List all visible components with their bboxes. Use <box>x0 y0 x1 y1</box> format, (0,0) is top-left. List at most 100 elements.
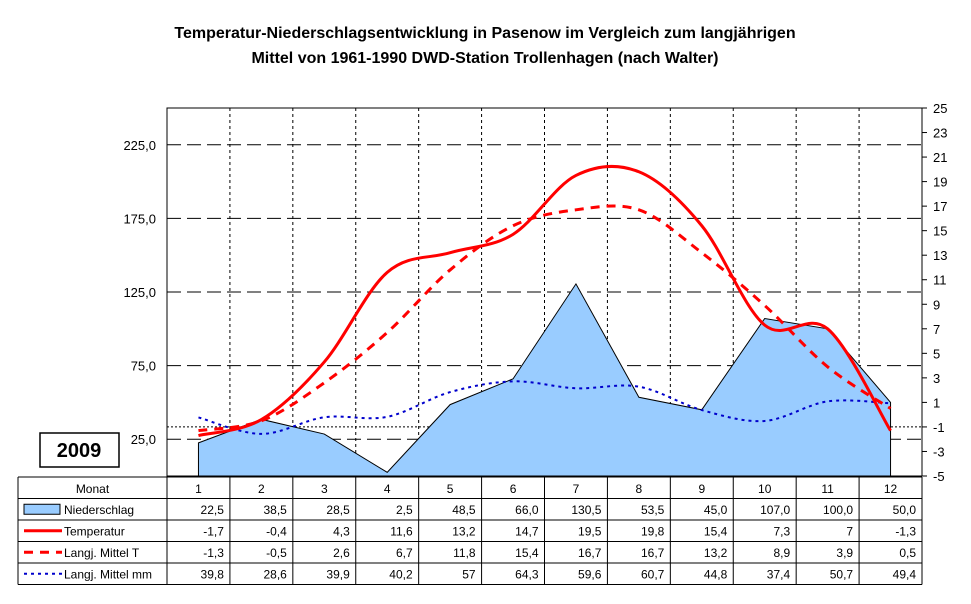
right-tick-label: 19 <box>933 175 947 190</box>
table-value-cell: 50,7 <box>830 567 854 581</box>
table-value-cell: 40,2 <box>389 567 413 581</box>
table-value-cell: 48,5 <box>452 503 476 517</box>
month-label: 7 <box>573 482 580 496</box>
month-label: 4 <box>384 482 391 496</box>
month-label: 11 <box>821 482 834 496</box>
table-value-cell: 57 <box>462 567 476 581</box>
table-value-cell: 4,3 <box>333 524 350 538</box>
chart-title-line2: Mittel von 1961-1990 DWD-Station Trollen… <box>251 50 718 67</box>
table-value-cell: 6,7 <box>396 546 413 560</box>
left-tick-label: 75,0 <box>131 359 156 374</box>
legend-entry-label: Langj. Mittel T <box>64 546 140 560</box>
right-tick-label: -5 <box>933 469 945 484</box>
right-tick-label: -1 <box>933 420 945 435</box>
table-value-cell: 130,5 <box>571 503 601 517</box>
chart-title-line1: Temperatur-Niederschlagsentwicklung in P… <box>174 25 795 42</box>
precipitation-area-shape <box>197 282 892 477</box>
month-label: 3 <box>321 482 328 496</box>
legend-key-area <box>23 503 61 515</box>
table-value-cell: 16,7 <box>641 546 665 560</box>
table-value-cell: -0,4 <box>266 524 287 538</box>
right-tick-label: 23 <box>933 126 947 141</box>
plot-frame <box>166 107 923 477</box>
table-value-cell: 39,9 <box>326 567 350 581</box>
month-label: 10 <box>758 482 772 496</box>
right-tick-label: 21 <box>933 150 947 165</box>
right-tick-label: 7 <box>933 322 940 337</box>
right-tick-label: 5 <box>933 346 940 361</box>
table-value-cell: 59,6 <box>578 567 602 581</box>
left-tick-label: 125,0 <box>123 285 156 300</box>
table-value-cell: 11,8 <box>453 546 476 560</box>
series-line-langj-mittel-t <box>198 204 892 433</box>
left-tick-label: 25,0 <box>131 432 156 447</box>
right-tick-label: 15 <box>933 224 947 239</box>
right-tick-label: 1 <box>933 395 940 410</box>
legend-entry-label: Niederschlag <box>64 503 134 517</box>
table-value-cell: 7 <box>846 524 853 538</box>
right-tick-label: -3 <box>933 444 945 459</box>
month-label: 5 <box>447 482 454 496</box>
series-lines <box>198 164 892 437</box>
table-value-cell: 50,0 <box>893 503 917 517</box>
table-value-cell: 14,7 <box>515 524 539 538</box>
table-value-cell: 11,6 <box>390 524 413 538</box>
right-tick-label: 13 <box>933 248 947 263</box>
legend-entry-label: Temperatur <box>64 524 125 538</box>
table-value-cell: 28,5 <box>326 503 350 517</box>
table-value-cell: 0,5 <box>899 546 916 560</box>
table-value-cell: 13,2 <box>452 524 476 538</box>
table-value-cell: 39,8 <box>201 567 225 581</box>
table-value-cell: 44,8 <box>704 567 728 581</box>
table-value-cell: 107,0 <box>760 503 790 517</box>
precipitation-area <box>197 282 892 477</box>
table-header-label: Monat <box>76 482 110 496</box>
right-tick-label: 17 <box>933 199 947 214</box>
table-value-cell: -1,3 <box>895 524 916 538</box>
table-value-cell: 37,4 <box>767 567 791 581</box>
table-value-cell: -1,3 <box>203 546 224 560</box>
table-value-cell: 3,9 <box>836 546 853 560</box>
left-tick-label: 175,0 <box>123 211 156 226</box>
left-tick-label: 225,0 <box>123 138 156 153</box>
table-value-cell: -0,5 <box>266 546 287 560</box>
table-value-cell: 64,3 <box>515 567 539 581</box>
table-value-cell: 22,5 <box>201 503 225 517</box>
table-value-cell: 45,0 <box>704 503 728 517</box>
table-value-cell: 16,7 <box>578 546 602 560</box>
right-tick-label: 11 <box>933 273 947 288</box>
right-tick-label: 3 <box>933 371 940 386</box>
month-label: 12 <box>884 482 898 496</box>
table-value-cell: 8,9 <box>773 546 790 560</box>
month-label: 1 <box>195 482 202 496</box>
right-tick-label: 9 <box>933 297 940 312</box>
left-axis-ticks: 225,0 175,0 125,0 75,0 25,0 <box>123 138 156 447</box>
table-value-cell: 15,4 <box>704 524 728 538</box>
table-value-cell: 13,2 <box>704 546 728 560</box>
table-value-cell: 19,5 <box>578 524 602 538</box>
month-label: 6 <box>510 482 517 496</box>
month-label: 2 <box>258 482 265 496</box>
table-value-cell: 60,7 <box>641 567 665 581</box>
year-label: 2009 <box>57 440 102 462</box>
right-tick-label: 25 <box>933 101 947 116</box>
year-box <box>39 432 120 468</box>
table-value-cell: 2,5 <box>396 503 413 517</box>
legend-entry-label: Langj. Mittel mm <box>64 567 152 581</box>
table-value-cell: 7,3 <box>773 524 790 538</box>
table-value-cell: 38,5 <box>263 503 287 517</box>
table-value-cell: -1,7 <box>203 524 224 538</box>
month-label: 8 <box>636 482 643 496</box>
table-value-cell: 100,0 <box>823 503 853 517</box>
series-line-temperatur <box>198 164 892 437</box>
table-value-cell: 2,6 <box>333 546 350 560</box>
table-value-cell: 53,5 <box>641 503 665 517</box>
table-value-cell: 19,8 <box>641 524 665 538</box>
table-value-cell: 15,4 <box>515 546 539 560</box>
table-value-cell: 49,4 <box>893 567 917 581</box>
month-label: 9 <box>698 482 705 496</box>
table-value-cell: 28,6 <box>263 567 287 581</box>
right-axis-ticks: 25 23 21 19 17 15 13 11 9 7 5 3 1 -1 -3 -5 <box>922 101 947 484</box>
